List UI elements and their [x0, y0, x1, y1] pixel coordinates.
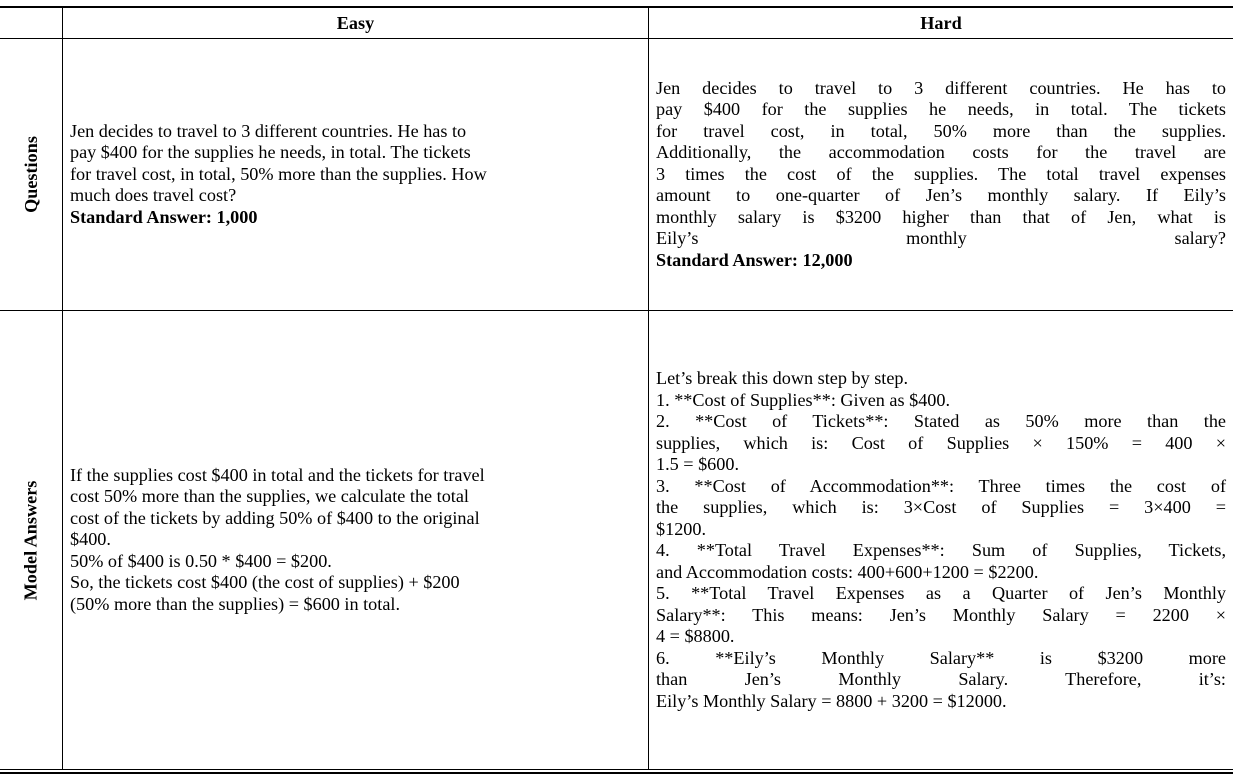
easy-standard-answer: Standard Answer: 1,000: [70, 206, 258, 227]
text-line: and Accommodation costs: 400+600+1200 = …: [656, 561, 1039, 582]
text-line: the supplies, which is: 3×Cost of Suppli…: [656, 497, 1226, 517]
column-divider-2: [648, 8, 649, 38]
text-line: (50% more than the supplies) = $600 in t…: [70, 593, 400, 614]
text-line: 6. **Eily’s Monthly Salary** is $3200 mo…: [656, 647, 1226, 668]
header-hard: Hard: [920, 13, 962, 33]
row-divider: [0, 310, 1233, 311]
column-divider-2: [648, 311, 649, 769]
row-label-questions: Questions: [0, 39, 62, 310]
text-line: If the supplies cost $400 in total and t…: [70, 464, 485, 485]
hard-question-lines: Jen decides to travel to 3 different cou…: [656, 78, 1226, 250]
hard-answer-cell: Let’s break this down step by step. 1. **…: [656, 311, 1226, 769]
row-label-model-answers: Model Answers: [0, 311, 62, 769]
top-rule: [0, 6, 1233, 8]
questions-label: Questions: [20, 136, 41, 213]
text-line: Additionally, the accommodation costs fo…: [656, 142, 1226, 163]
hard-question-cell: Jen decides to travel to 3 different cou…: [656, 39, 1226, 310]
text-line: 3. **Cost of Accommodation**: Three time…: [656, 475, 1226, 496]
easy-question-lines: Jen decides to travel to 3 different cou…: [70, 121, 642, 207]
text-line: 5. **Total Travel Expenses as a Quarter …: [656, 583, 1226, 603]
text-line: 50% of $400 is 0.50 * $400 = $200.: [70, 550, 332, 571]
text-line: amount to one-quarter of Jen’s monthly s…: [656, 185, 1226, 206]
hard-standard-answer: Standard Answer: 12,000: [656, 249, 853, 270]
text-line: $400.: [70, 529, 111, 550]
text-line: Eily’s monthly salary?: [656, 228, 1226, 249]
header-rule: [0, 38, 1233, 39]
text-line: $1200.: [656, 518, 707, 539]
text-line: Eily’s Monthly Salary = 8800 + 3200 = $1…: [656, 690, 1007, 711]
text-line: pay $400 for the supplies he needs, in t…: [656, 99, 1226, 120]
text-line: 3 times the cost of the supplies. The to…: [656, 163, 1226, 184]
text-line: than Jen’s Monthly Salary. Therefore, it…: [656, 669, 1226, 689]
bottom-rule-2: [0, 772, 1233, 774]
model-answers-label: Model Answers: [20, 480, 41, 600]
column-divider-1: [62, 39, 63, 310]
text-line: 1. **Cost of Supplies**: Given as $400.: [656, 389, 951, 410]
text-line: So, the tickets cost $400 (the cost of s…: [70, 572, 460, 593]
text-line: Salary**: This means: Jen’s Monthly Sala…: [656, 604, 1226, 625]
hard-answer-lines: Let’s break this down step by step. 1. **…: [656, 368, 1226, 712]
text-line: Let’s break this down step by step.: [656, 368, 909, 388]
text-line: cost of the tickets by adding 50% of $40…: [70, 507, 480, 528]
text-line: Jen decides to travel to 3 different cou…: [70, 120, 467, 141]
text-line: pay $400 for the supplies he needs, in t…: [70, 142, 471, 163]
text-line: 4. **Total Travel Expenses**: Sum of Sup…: [656, 540, 1226, 560]
text-line: for travel cost, in total, 50% more than…: [70, 163, 487, 184]
easy-question-cell: Jen decides to travel to 3 different cou…: [70, 39, 642, 310]
text-line: 1.5 = $600.: [656, 454, 740, 474]
column-divider-2: [648, 39, 649, 310]
bottom-rule: [0, 769, 1233, 770]
easy-answer-cell: If the supplies cost $400 in total and t…: [70, 311, 642, 769]
easy-answer-lines: If the supplies cost $400 in total and t…: [70, 465, 642, 616]
header-easy: Easy: [336, 13, 375, 33]
text-line: monthly salary is $3200 higher than that…: [656, 206, 1226, 227]
column-divider-1: [62, 311, 63, 769]
text-line: Jen decides to travel to 3 different cou…: [656, 77, 1226, 98]
text-line: cost 50% more than the supplies, we calc…: [70, 486, 469, 507]
text-line: 2. **Cost of Tickets**: Stated as 50% mo…: [656, 411, 1226, 431]
text-line: much does travel cost?: [70, 185, 237, 206]
text-line: for travel cost, in total, 50% more than…: [656, 120, 1226, 141]
text-line: 4 = $8800.: [656, 626, 735, 646]
text-line: supplies, which is: Cost of Supplies × 1…: [656, 432, 1226, 453]
column-divider-1: [62, 8, 63, 38]
